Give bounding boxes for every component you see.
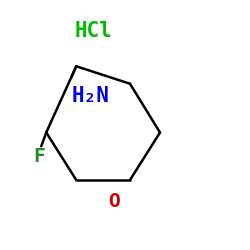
Text: H₂N: H₂N — [71, 86, 109, 106]
Text: F: F — [33, 147, 44, 166]
Text: HCl: HCl — [75, 21, 113, 41]
Text: O: O — [108, 192, 120, 211]
